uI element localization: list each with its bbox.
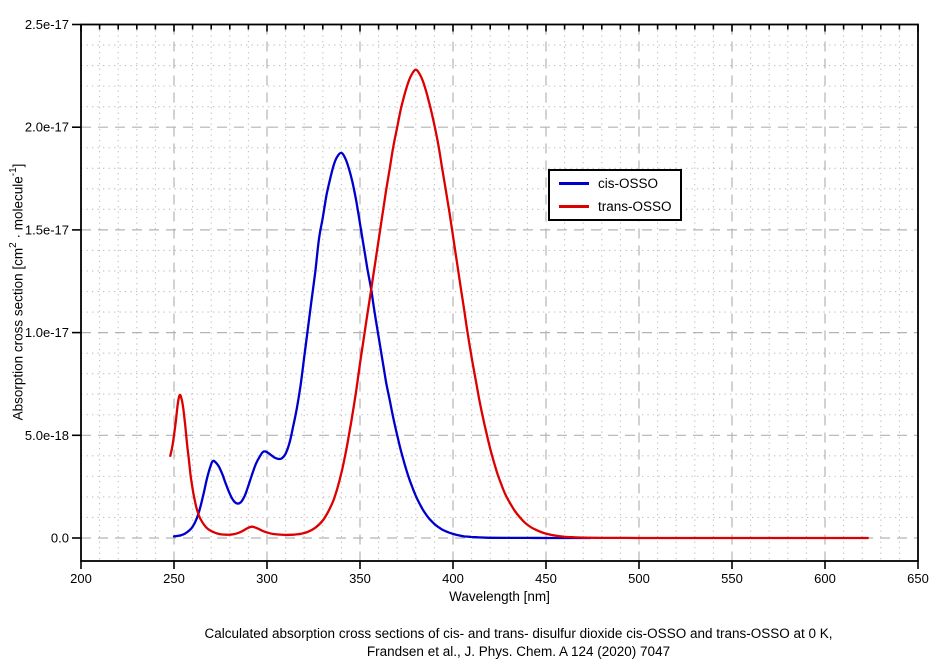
x-tick-label: 250: [163, 571, 185, 586]
x-tick-label: 400: [442, 571, 464, 586]
legend: cis-OSSO trans-OSSO: [548, 169, 682, 221]
y-tick-label: 2.5e-17: [25, 17, 69, 32]
x-tick-label: 500: [628, 571, 650, 586]
y-tick-label: 0.0: [51, 531, 69, 546]
y-axis-title-sup-2: 2: [7, 242, 19, 248]
trans-osso-line-swatch: [559, 204, 589, 208]
y-axis-title-sup-minus1: -1: [7, 167, 19, 177]
curve-cis-osso: [172, 151, 592, 540]
x-tick-label: 600: [814, 571, 836, 586]
legend-entry-cis: cis-OSSO: [559, 174, 680, 194]
y-tick-label: 1.5e-17: [25, 222, 69, 237]
y-tick-label: 1.0e-17: [25, 325, 69, 340]
x-tick-label: 200: [70, 571, 92, 586]
x-tick-label: 450: [535, 571, 557, 586]
x-axis-title: Wavelength [nm]: [449, 589, 550, 604]
x-tick-label: 300: [256, 571, 278, 586]
x-tick-label: 550: [721, 571, 743, 586]
x-tick-label: 350: [349, 571, 371, 586]
y-axis-title: Absorption cross section [cm2 · molecule…: [7, 164, 26, 421]
legend-entry-trans: trans-OSSO: [559, 196, 680, 216]
legend-label-cis: cis-OSSO: [598, 175, 659, 191]
x-tick-label: 650: [907, 571, 929, 586]
y-tick-label: 2.0e-17: [25, 120, 69, 135]
y-axis-title-text: Absorption cross section [cm: [10, 247, 26, 421]
figure-caption: Calculated absorption cross sections of …: [95, 625, 942, 661]
cis-osso-line-swatch: [559, 182, 589, 186]
legend-label-trans: trans-OSSO: [598, 198, 672, 214]
y-tick-label: 5.0e-18: [25, 428, 69, 443]
caption-line-1: Calculated absorption cross sections of …: [204, 626, 833, 641]
curve-trans-osso: [169, 68, 869, 540]
y-axis-title-mid: · molecule: [10, 176, 26, 243]
plot-frame: [80, 23, 919, 562]
caption-line-2: Frandsen et al., J. Phys. Chem. A 124 (2…: [366, 644, 671, 659]
